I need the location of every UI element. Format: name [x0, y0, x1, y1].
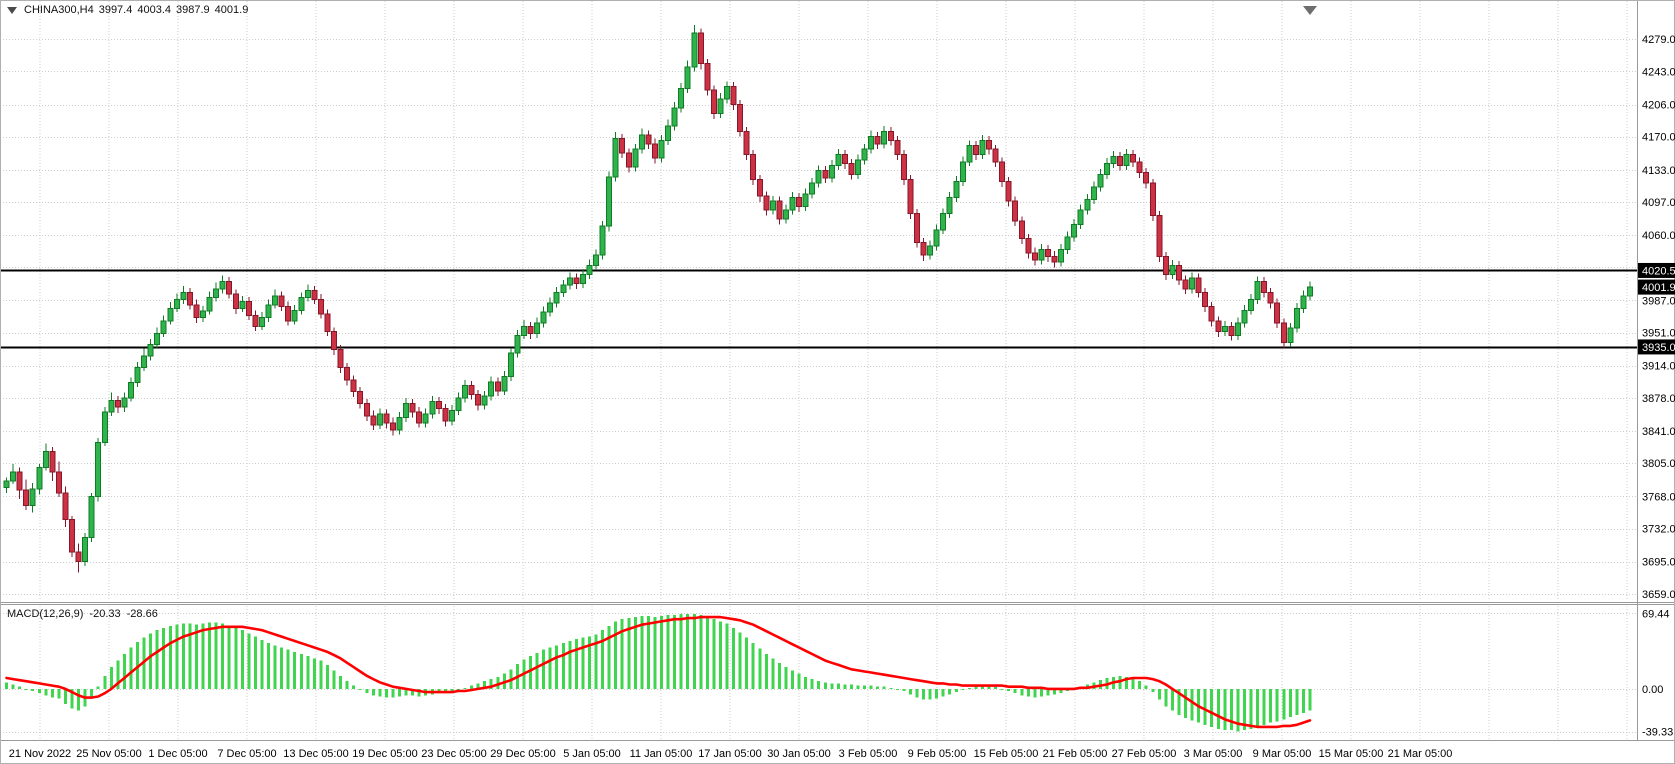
svg-text:9 Mar 05:00: 9 Mar 05:00: [1253, 748, 1312, 760]
svg-text:3 Mar 05:00: 3 Mar 05:00: [1184, 748, 1243, 760]
svg-text:4170.0: 4170.0: [1642, 132, 1675, 144]
chart-shift-marker-icon: [1303, 6, 1317, 15]
svg-text:13 Dec 05:00: 13 Dec 05:00: [283, 748, 348, 760]
svg-text:3659.0: 3659.0: [1642, 589, 1675, 601]
horizontal-line-objects[interactable]: [0, 269, 1637, 349]
svg-text:11 Jan 05:00: 11 Jan 05:00: [630, 748, 693, 760]
svg-text:30 Jan 05:00: 30 Jan 05:00: [767, 748, 831, 760]
svg-text:9 Feb 05:00: 9 Feb 05:00: [908, 748, 967, 760]
svg-text:5 Jan 05:00: 5 Jan 05:00: [563, 748, 621, 760]
svg-text:23 Dec 05:00: 23 Dec 05:00: [421, 748, 486, 760]
svg-text:3987.0: 3987.0: [1642, 295, 1675, 307]
svg-text:3768.0: 3768.0: [1642, 491, 1675, 503]
price-axis[interactable]: 4279.0 4243.0 4206.0 4170.0 4133.0 4097.0 4060…: [1642, 34, 1675, 738]
svg-text:3914.0: 3914.0: [1642, 361, 1675, 373]
svg-text:29 Dec 05:00: 29 Dec 05:00: [490, 748, 555, 760]
svg-text:17 Jan 05:00: 17 Jan 05:00: [698, 748, 762, 760]
svg-text:7 Dec 05:00: 7 Dec 05:00: [217, 748, 276, 760]
macd-histogram: [5, 613, 1312, 732]
svg-text:21 Nov 2022: 21 Nov 2022: [9, 748, 71, 760]
svg-text:4206.0: 4206.0: [1642, 100, 1675, 112]
svg-text:0.00: 0.00: [1642, 684, 1663, 696]
current-price-tag: 4001.9: [1638, 279, 1675, 295]
hline-price-tag: 4020.5: [1638, 262, 1675, 278]
svg-text:3841.0: 3841.0: [1642, 426, 1675, 438]
candles-layer: [3, 24, 1313, 573]
svg-text:4001.9: 4001.9: [1642, 282, 1675, 294]
panel-separators[interactable]: [0, 0, 1675, 741]
svg-text:27 Feb 05:00: 27 Feb 05:00: [1112, 748, 1177, 760]
svg-text:4243.0: 4243.0: [1642, 66, 1675, 78]
svg-text:4279.0: 4279.0: [1642, 34, 1675, 46]
svg-text:25 Nov 05:00: 25 Nov 05:00: [76, 748, 141, 760]
svg-text:69.44: 69.44: [1642, 608, 1670, 620]
svg-text:3878.0: 3878.0: [1642, 393, 1675, 405]
svg-text:4020.5: 4020.5: [1642, 265, 1675, 277]
svg-text:-39.33: -39.33: [1642, 727, 1673, 739]
svg-text:3732.0: 3732.0: [1642, 524, 1675, 536]
svg-text:3695.0: 3695.0: [1642, 557, 1675, 569]
svg-text:4133.0: 4133.0: [1642, 165, 1675, 177]
svg-text:4097.0: 4097.0: [1642, 197, 1675, 209]
svg-text:1 Dec 05:00: 1 Dec 05:00: [148, 748, 207, 760]
time-axis[interactable]: 21 Nov 2022 25 Nov 05:00 1 Dec 05:00 7 Dec …: [9, 748, 1453, 760]
svg-text:3805.0: 3805.0: [1642, 458, 1675, 470]
svg-text:19 Dec 05:00: 19 Dec 05:00: [352, 748, 417, 760]
svg-text:4060.0: 4060.0: [1642, 230, 1675, 242]
svg-text:15 Mar 05:00: 15 Mar 05:00: [1319, 748, 1384, 760]
svg-text:3935.0: 3935.0: [1642, 342, 1675, 354]
svg-text:21 Feb 05:00: 21 Feb 05:00: [1043, 748, 1108, 760]
svg-text:3951.0: 3951.0: [1642, 328, 1675, 340]
macd-signal-line: [5, 615, 1312, 729]
svg-text:3 Feb 05:00: 3 Feb 05:00: [839, 748, 898, 760]
svg-text:15 Feb 05:00: 15 Feb 05:00: [974, 748, 1039, 760]
hline-price-tag: 3935.0: [1638, 339, 1675, 355]
svg-text:21 Mar 05:00: 21 Mar 05:00: [1388, 748, 1453, 760]
